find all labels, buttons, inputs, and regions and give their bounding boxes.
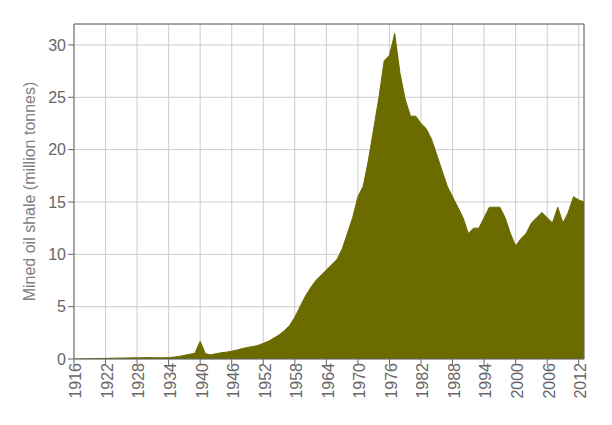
svg-text:15: 15	[48, 194, 66, 211]
svg-text:1952: 1952	[257, 363, 274, 399]
svg-text:1958: 1958	[288, 363, 305, 399]
svg-text:1964: 1964	[320, 363, 337, 399]
svg-text:1970: 1970	[351, 363, 368, 399]
svg-text:1982: 1982	[414, 363, 431, 399]
svg-text:1976: 1976	[383, 363, 400, 399]
svg-text:1916: 1916	[67, 363, 84, 399]
svg-text:2006: 2006	[541, 363, 558, 399]
svg-text:1988: 1988	[446, 363, 463, 399]
svg-text:1928: 1928	[130, 363, 147, 399]
svg-text:2000: 2000	[509, 363, 526, 399]
svg-text:10: 10	[48, 246, 66, 263]
svg-text:30: 30	[48, 37, 66, 54]
svg-text:20: 20	[48, 141, 66, 158]
svg-text:0: 0	[57, 351, 66, 368]
svg-text:1946: 1946	[225, 363, 242, 399]
svg-text:1922: 1922	[99, 363, 116, 399]
svg-text:1994: 1994	[477, 363, 494, 399]
svg-text:1934: 1934	[162, 363, 179, 399]
svg-text:Mined oil shale (million tonne: Mined oil shale (million tonnes)	[21, 82, 38, 302]
svg-text:5: 5	[57, 298, 66, 315]
svg-text:1940: 1940	[194, 363, 211, 399]
svg-text:25: 25	[48, 89, 66, 106]
svg-text:2012: 2012	[572, 363, 589, 399]
